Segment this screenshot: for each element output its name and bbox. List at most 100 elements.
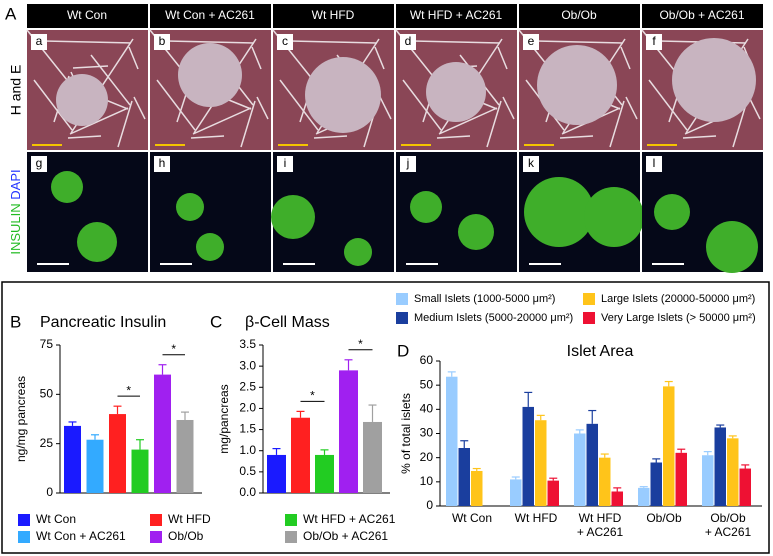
bar (131, 449, 149, 493)
x-tick-label: Wt HFD (514, 511, 558, 525)
y-tick-label: 40 (420, 402, 434, 416)
y-tick-label: 2.5 (239, 379, 256, 393)
bar (267, 454, 286, 493)
column-title: Ob/Ob + AC261 (659, 8, 744, 22)
significance-star: * (310, 389, 315, 403)
bar (522, 406, 534, 506)
stain-label: INSULIN (8, 203, 23, 254)
panel-letter-box (400, 34, 416, 50)
tissue-fiber (648, 79, 688, 131)
column-title: Wt Con + AC261 (165, 8, 255, 22)
islet (537, 45, 617, 125)
legend-label: Large Islets (20000-50000 μm²) (601, 293, 755, 305)
islet (271, 195, 315, 239)
bar (86, 439, 104, 493)
panel-letter: e (528, 34, 535, 48)
y-tick-label: 1.5 (239, 422, 256, 436)
islet (56, 74, 108, 126)
y-tick-label: 0.5 (239, 464, 256, 478)
x-tick-label: Ob/Ob + AC261 (704, 511, 752, 539)
y-axis-title: % of total islets (399, 393, 413, 474)
tissue-fiber (486, 100, 502, 148)
y-tick-label: 1.0 (239, 443, 256, 457)
tissue-fiber (251, 46, 262, 70)
chart-title: Islet Area (567, 343, 634, 360)
panel-letter: i (284, 156, 287, 170)
bar (638, 487, 650, 506)
column-title: Wt HFD (312, 8, 355, 22)
y-axis-title: mg/pancreas (217, 384, 231, 453)
legend-label: Wt Con + AC261 (36, 529, 126, 543)
bar (663, 386, 675, 506)
panel-letter-box (31, 34, 47, 50)
tissue-fiber (240, 100, 256, 148)
islet (178, 43, 242, 107)
panel-frame (1, 281, 770, 554)
y-tick-label: 50 (40, 387, 54, 401)
legend-label: Wt HFD (168, 512, 211, 526)
tissue-fiber (33, 79, 73, 131)
tissue-fiber (69, 107, 129, 135)
tissue-fiber (156, 79, 196, 131)
x-tick-label: Wt Con (451, 511, 492, 525)
significance-star: * (358, 337, 363, 351)
y-tick-label: 20 (420, 450, 434, 464)
tissue-fiber (72, 65, 109, 69)
bar (315, 454, 334, 493)
y-tick-label: 10 (420, 474, 434, 488)
islet (196, 233, 224, 261)
legend-swatch (18, 531, 30, 543)
legend-label: Wt HFD + AC261 (303, 512, 396, 526)
panel-letter: h (159, 156, 166, 170)
tissue-fiber (438, 107, 498, 135)
x-tick-label: Ob/Ob (646, 511, 682, 525)
panel-letter-box (646, 34, 662, 50)
tissue-fiber (379, 96, 392, 120)
panel-letter: d (405, 34, 412, 48)
panel-letter-box (31, 156, 47, 172)
panel-letter-box (646, 156, 662, 172)
column-title: Wt HFD + AC261 (410, 8, 503, 22)
y-tick-label: 50 (420, 377, 434, 391)
bar (176, 419, 194, 493)
bar (586, 423, 598, 506)
y-tick-label: 30 (420, 426, 434, 440)
tissue-fiber (497, 46, 508, 70)
panel-letter-box (277, 156, 293, 172)
islet (305, 57, 381, 133)
islet (77, 222, 117, 262)
column-header (27, 4, 148, 28)
row-label: H and E (8, 65, 24, 116)
islet (410, 191, 442, 223)
tissue-fiber (190, 135, 225, 139)
legend-label: Wt Con (36, 512, 76, 526)
tissue-fiber (748, 96, 761, 120)
y-tick-label: 0.0 (239, 485, 256, 499)
legend-swatch (150, 514, 162, 526)
bar (339, 370, 358, 493)
panel-letter: a (36, 34, 43, 48)
panel-letter-box (154, 156, 170, 172)
panel-label: B (10, 312, 21, 331)
chart-title: Pancreatic Insulin (40, 314, 166, 331)
bar (458, 448, 470, 506)
legend-swatch (583, 293, 595, 305)
column-header (396, 4, 517, 28)
panel-letter: f (652, 34, 656, 48)
legend-label: Ob/Ob (168, 529, 204, 543)
y-tick-label: 2.0 (239, 401, 256, 415)
row-label: INSULIN DAPI (8, 169, 23, 254)
panel-label: D (397, 341, 409, 360)
column-header (273, 4, 394, 28)
chart-title: β-Cell Mass (245, 314, 330, 331)
x-tick-label: Wt HFD + AC261 (576, 511, 624, 539)
y-tick-label: 3.5 (239, 337, 256, 351)
panel-letter-box (523, 34, 539, 50)
tissue-fiber (559, 135, 594, 139)
panel-label: C (210, 312, 222, 331)
islet (654, 194, 690, 230)
bar (727, 438, 739, 506)
stain-label: DAPI (8, 169, 23, 199)
